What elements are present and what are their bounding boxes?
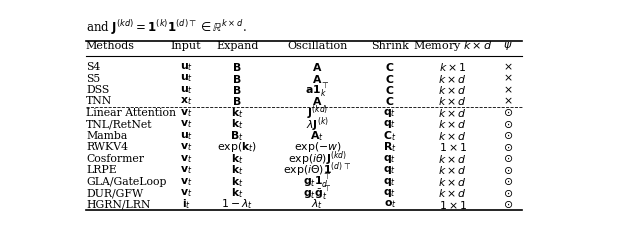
Text: GLA/GateLoop: GLA/GateLoop bbox=[86, 177, 166, 187]
Text: S4: S4 bbox=[86, 62, 100, 72]
Text: $\odot$: $\odot$ bbox=[503, 130, 513, 141]
Text: $\mathbf{k}_t$: $\mathbf{k}_t$ bbox=[231, 175, 243, 189]
Text: $k \times d$: $k \times d$ bbox=[438, 176, 467, 188]
Text: $\odot$: $\odot$ bbox=[503, 153, 513, 164]
Text: $\mathbf{k}_t$: $\mathbf{k}_t$ bbox=[231, 163, 243, 177]
Text: $\mathbf{J}^{(kd)}$: $\mathbf{J}^{(kd)}$ bbox=[307, 104, 328, 122]
Text: TNN: TNN bbox=[86, 96, 112, 106]
Text: $k \times d$: $k \times d$ bbox=[438, 96, 467, 108]
Text: Methods: Methods bbox=[86, 41, 135, 51]
Text: $\times$: $\times$ bbox=[503, 85, 513, 95]
Text: $\mathbf{u}_t$: $\mathbf{u}_t$ bbox=[180, 61, 193, 73]
Text: $\mathbf{k}_t$: $\mathbf{k}_t$ bbox=[231, 186, 243, 200]
Text: $\mathbf{C}$: $\mathbf{C}$ bbox=[385, 61, 395, 73]
Text: $\mathbf{v}_t$: $\mathbf{v}_t$ bbox=[180, 187, 193, 199]
Text: $\mathbf{v}_t$: $\mathbf{v}_t$ bbox=[180, 141, 193, 153]
Text: HGRN/LRN: HGRN/LRN bbox=[86, 199, 150, 210]
Text: RWKV4: RWKV4 bbox=[86, 142, 128, 152]
Text: $k \times d$: $k \times d$ bbox=[438, 84, 467, 96]
Text: $1 - \lambda_t$: $1 - \lambda_t$ bbox=[221, 198, 253, 211]
Text: $\exp(-w)$: $\exp(-w)$ bbox=[294, 140, 341, 154]
Text: Mamba: Mamba bbox=[86, 131, 127, 141]
Text: Memory $k \times d$: Memory $k \times d$ bbox=[413, 39, 493, 53]
Text: $\mathbf{q}_t$: $\mathbf{q}_t$ bbox=[383, 118, 397, 130]
Text: $\mathbf{R}_t$: $\mathbf{R}_t$ bbox=[383, 140, 397, 154]
Text: $\lambda_t$: $\lambda_t$ bbox=[311, 198, 323, 211]
Text: $\times$: $\times$ bbox=[503, 73, 513, 84]
Text: $k \times d$: $k \times d$ bbox=[438, 72, 467, 84]
Text: $\mathbf{g}_t\bar{\mathbf{g}}_t^\top$: $\mathbf{g}_t\bar{\mathbf{g}}_t^\top$ bbox=[303, 184, 332, 202]
Text: $\times$: $\times$ bbox=[503, 62, 513, 72]
Text: $\mathbf{k}_t$: $\mathbf{k}_t$ bbox=[231, 117, 243, 131]
Text: $\mathbf{A}_t$: $\mathbf{A}_t$ bbox=[310, 129, 324, 143]
Text: $\mathbf{v}_t$: $\mathbf{v}_t$ bbox=[180, 153, 193, 165]
Text: $\mathbf{a}\mathbf{1}_k^\top$: $\mathbf{a}\mathbf{1}_k^\top$ bbox=[305, 81, 330, 99]
Text: $\mathbf{C}$: $\mathbf{C}$ bbox=[385, 96, 395, 108]
Text: TNL/RetNet: TNL/RetNet bbox=[86, 119, 152, 129]
Text: $\mathbf{B}$: $\mathbf{B}$ bbox=[232, 96, 242, 108]
Text: $\mathbf{i}_t$: $\mathbf{i}_t$ bbox=[182, 198, 191, 211]
Text: Cosformer: Cosformer bbox=[86, 154, 144, 164]
Text: and $\mathbf{J}^{(kd)} = \mathbf{1}^{(k)}\mathbf{1}^{(d)\top} \in \mathbb{R}^{k : and $\mathbf{J}^{(kd)} = \mathbf{1}^{(k)… bbox=[86, 18, 246, 37]
Text: Linear Attention: Linear Attention bbox=[86, 108, 176, 118]
Text: $\odot$: $\odot$ bbox=[503, 176, 513, 187]
Text: $\odot$: $\odot$ bbox=[503, 107, 513, 118]
Text: $\mathbf{A}$: $\mathbf{A}$ bbox=[312, 96, 323, 108]
Text: $\odot$: $\odot$ bbox=[503, 199, 513, 210]
Text: DUR/GFW: DUR/GFW bbox=[86, 188, 143, 198]
Text: $\mathbf{C}$: $\mathbf{C}$ bbox=[385, 72, 395, 84]
Text: $\odot$: $\odot$ bbox=[503, 142, 513, 153]
Text: $\mathbf{A}$: $\mathbf{A}$ bbox=[312, 61, 323, 73]
Text: $\mathbf{v}_t$: $\mathbf{v}_t$ bbox=[180, 119, 193, 130]
Text: $\lambda\mathbf{J}^{(k)}$: $\lambda\mathbf{J}^{(k)}$ bbox=[306, 115, 329, 134]
Text: $k \times d$: $k \times d$ bbox=[438, 187, 467, 199]
Text: $\exp(i\Theta)\mathbf{1}^{(d)\top}$: $\exp(i\Theta)\mathbf{1}^{(d)\top}$ bbox=[284, 161, 351, 180]
Text: $k \times d$: $k \times d$ bbox=[438, 118, 467, 130]
Text: $\mathbf{q}_t$: $\mathbf{q}_t$ bbox=[383, 153, 397, 165]
Text: $\mathbf{v}_t$: $\mathbf{v}_t$ bbox=[180, 176, 193, 187]
Text: $\odot$: $\odot$ bbox=[503, 188, 513, 198]
Text: Oscillation: Oscillation bbox=[287, 41, 348, 51]
Text: $\mathbf{q}_t$: $\mathbf{q}_t$ bbox=[383, 187, 397, 199]
Text: $\mathbf{B}$: $\mathbf{B}$ bbox=[232, 72, 242, 84]
Text: $\mathbf{v}_t$: $\mathbf{v}_t$ bbox=[180, 164, 193, 176]
Text: $k \times d$: $k \times d$ bbox=[438, 130, 467, 142]
Text: $\exp(i\theta)\mathbf{J}^{(kd)}$: $\exp(i\theta)\mathbf{J}^{(kd)}$ bbox=[288, 150, 347, 168]
Text: Input: Input bbox=[171, 41, 202, 51]
Text: $k \times d$: $k \times d$ bbox=[438, 107, 467, 119]
Text: S5: S5 bbox=[86, 73, 100, 84]
Text: $\mathbf{q}_t$: $\mathbf{q}_t$ bbox=[383, 164, 397, 176]
Text: $\mathbf{u}_t$: $\mathbf{u}_t$ bbox=[180, 73, 193, 84]
Text: $\psi$: $\psi$ bbox=[503, 40, 513, 52]
Text: $\mathbf{k}_t$: $\mathbf{k}_t$ bbox=[231, 106, 243, 120]
Text: $\mathbf{B}$: $\mathbf{B}$ bbox=[232, 84, 242, 96]
Text: $\mathbf{o}_t$: $\mathbf{o}_t$ bbox=[383, 199, 396, 210]
Text: $\mathbf{B}$: $\mathbf{B}$ bbox=[232, 61, 242, 73]
Text: $\mathbf{q}_t$: $\mathbf{q}_t$ bbox=[383, 107, 397, 119]
Text: Shrink: Shrink bbox=[371, 41, 409, 51]
Text: $k \times d$: $k \times d$ bbox=[438, 153, 467, 165]
Text: $\mathbf{u}_t$: $\mathbf{u}_t$ bbox=[180, 130, 193, 142]
Text: $1 \times 1$: $1 \times 1$ bbox=[438, 198, 467, 210]
Text: Expand: Expand bbox=[216, 41, 259, 51]
Text: $\mathbf{A}$: $\mathbf{A}$ bbox=[312, 72, 323, 84]
Text: $\mathbf{B}_t$: $\mathbf{B}_t$ bbox=[230, 129, 244, 143]
Text: $\mathbf{C}_t$: $\mathbf{C}_t$ bbox=[383, 129, 397, 143]
Text: $k \times 1$: $k \times 1$ bbox=[439, 61, 467, 73]
Text: $\odot$: $\odot$ bbox=[503, 165, 513, 176]
Text: LRPE: LRPE bbox=[86, 165, 116, 175]
Text: $\odot$: $\odot$ bbox=[503, 119, 513, 130]
Text: $\times$: $\times$ bbox=[503, 96, 513, 107]
Text: $\mathbf{v}_t$: $\mathbf{v}_t$ bbox=[180, 107, 193, 119]
Text: DSS: DSS bbox=[86, 85, 109, 95]
Text: $\mathbf{u}_t$: $\mathbf{u}_t$ bbox=[180, 84, 193, 96]
Text: $\mathbf{C}$: $\mathbf{C}$ bbox=[385, 84, 395, 96]
Text: $\mathbf{x}_t$: $\mathbf{x}_t$ bbox=[180, 96, 192, 107]
Text: $1 \times 1$: $1 \times 1$ bbox=[438, 141, 467, 153]
Text: $\exp(\mathbf{k}_t)$: $\exp(\mathbf{k}_t)$ bbox=[217, 140, 257, 154]
Text: $\mathbf{k}_t$: $\mathbf{k}_t$ bbox=[231, 152, 243, 166]
Text: $k \times d$: $k \times d$ bbox=[438, 164, 467, 176]
Text: $\mathbf{q}_t$: $\mathbf{q}_t$ bbox=[383, 176, 397, 188]
Text: $\mathbf{g}_t\mathbf{1}_d^\top$: $\mathbf{g}_t\mathbf{1}_d^\top$ bbox=[303, 173, 332, 190]
